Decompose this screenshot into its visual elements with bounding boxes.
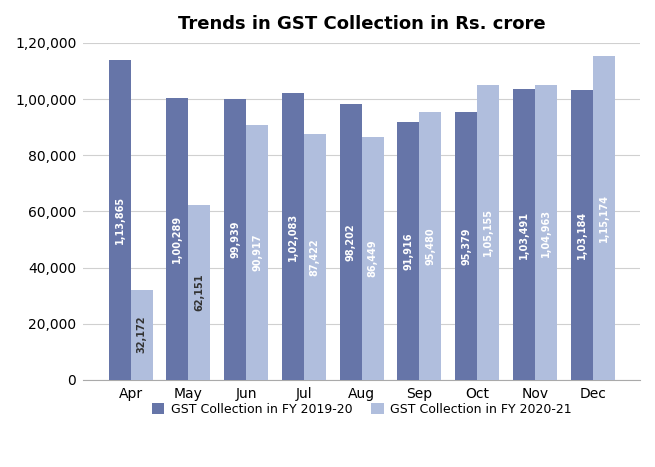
Bar	[282, 93, 304, 380]
Bar	[535, 85, 557, 380]
Bar	[189, 205, 210, 380]
Text: 90,917: 90,917	[252, 234, 262, 271]
Legend: GST Collection in FY 2019-20, GST Collection in FY 2020-21: GST Collection in FY 2019-20, GST Collec…	[147, 398, 576, 421]
Text: 98,202: 98,202	[346, 223, 356, 261]
Text: 32,172: 32,172	[136, 316, 147, 354]
Bar	[513, 89, 535, 380]
Text: 91,916: 91,916	[403, 232, 413, 269]
Text: 95,480: 95,480	[425, 227, 436, 265]
Text: 1,15,174: 1,15,174	[599, 194, 608, 242]
Bar	[362, 137, 384, 380]
Bar	[419, 112, 441, 380]
Text: 87,422: 87,422	[310, 238, 320, 276]
Text: 86,449: 86,449	[367, 240, 378, 277]
Text: 62,151: 62,151	[195, 274, 204, 311]
Title: Trends in GST Collection in Rs. crore: Trends in GST Collection in Rs. crore	[178, 15, 546, 33]
Bar	[455, 112, 477, 380]
Bar	[477, 85, 499, 380]
Text: 1,03,184: 1,03,184	[577, 211, 587, 259]
Bar	[130, 290, 153, 380]
Bar	[246, 125, 268, 380]
Text: 99,939: 99,939	[230, 221, 240, 258]
Text: 1,03,491: 1,03,491	[519, 211, 529, 259]
Text: 1,04,963: 1,04,963	[541, 208, 551, 256]
Bar	[304, 134, 326, 380]
Text: 95,379: 95,379	[461, 227, 471, 265]
Text: 1,13,865: 1,13,865	[115, 196, 124, 244]
Bar	[571, 90, 593, 380]
Bar	[340, 104, 362, 380]
Text: 1,05,155: 1,05,155	[483, 208, 493, 256]
Text: 1,00,289: 1,00,289	[172, 215, 182, 263]
Text: 1,02,083: 1,02,083	[288, 212, 298, 261]
Bar	[166, 98, 189, 380]
Bar	[109, 60, 130, 380]
Bar	[593, 57, 614, 380]
Bar	[224, 99, 246, 380]
Bar	[398, 122, 419, 380]
